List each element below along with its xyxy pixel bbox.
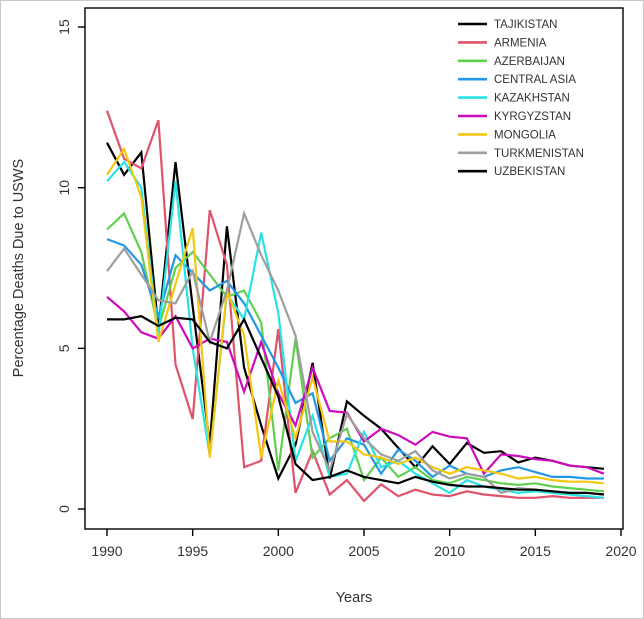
x-tick-label: 2005 bbox=[348, 543, 379, 559]
series-line-azerbaijan bbox=[106, 211, 605, 493]
series-line-armenia bbox=[105, 110, 604, 503]
y-tick-label: 5 bbox=[56, 344, 72, 352]
legend-label-central-asia: CENTRAL ASIA bbox=[494, 74, 576, 86]
data-series-lines bbox=[105, 110, 605, 503]
series-line-mongolia bbox=[106, 146, 605, 485]
x-tick-label: 2000 bbox=[263, 543, 294, 559]
plot-box bbox=[84, 7, 624, 530]
y-tick-label: 0 bbox=[56, 505, 72, 513]
x-tick-label: 2010 bbox=[434, 543, 465, 559]
y-axis-title: Percentage Deaths Due to USWS bbox=[11, 159, 27, 377]
legend-label-azerbaijan: AZERBAIJAN bbox=[494, 56, 565, 68]
legend-label-kazakhstan: KAZAKHSTAN bbox=[494, 93, 570, 105]
y-tick-label: 10 bbox=[56, 180, 72, 196]
x-axis-ticks: 1990 1995 2000 2005 2010 2015 2020 bbox=[91, 529, 637, 559]
series-line-uzbekistan bbox=[107, 315, 605, 496]
series-line-tajikistan bbox=[106, 142, 605, 482]
series-line-central-asia bbox=[106, 238, 604, 480]
x-tick-label: 1990 bbox=[91, 543, 122, 559]
x-axis-title: Years bbox=[336, 590, 373, 606]
legend-label-mongolia: MONGOLIA bbox=[494, 129, 556, 141]
series-line-turkmenistan bbox=[106, 209, 605, 496]
x-tick-label: 2015 bbox=[520, 543, 551, 559]
y-tick-label: 15 bbox=[56, 19, 72, 35]
plot-box-border bbox=[84, 7, 624, 530]
legend-label-tajikistan: TAJIKISTAN bbox=[494, 19, 557, 31]
x-tick-label: 1995 bbox=[177, 543, 208, 559]
x-tick-label: 2020 bbox=[605, 543, 636, 559]
legend-label-turkmenistan: TURKMENISTAN bbox=[494, 148, 584, 160]
legend-label-uzbekistan: UZBEKISTAN bbox=[494, 166, 565, 178]
legend-label-armenia: ARMENIA bbox=[494, 37, 547, 49]
legend-label-kyrgyzstan: KYRGYZSTAN bbox=[494, 111, 571, 123]
legend: TAJIKISTAN ARMENIA AZERBAIJAN CENTRAL ASIA K… bbox=[458, 19, 584, 178]
y-axis-ticks: 0 5 10 15 bbox=[56, 19, 85, 513]
series-line-kazakhstan bbox=[106, 160, 605, 499]
